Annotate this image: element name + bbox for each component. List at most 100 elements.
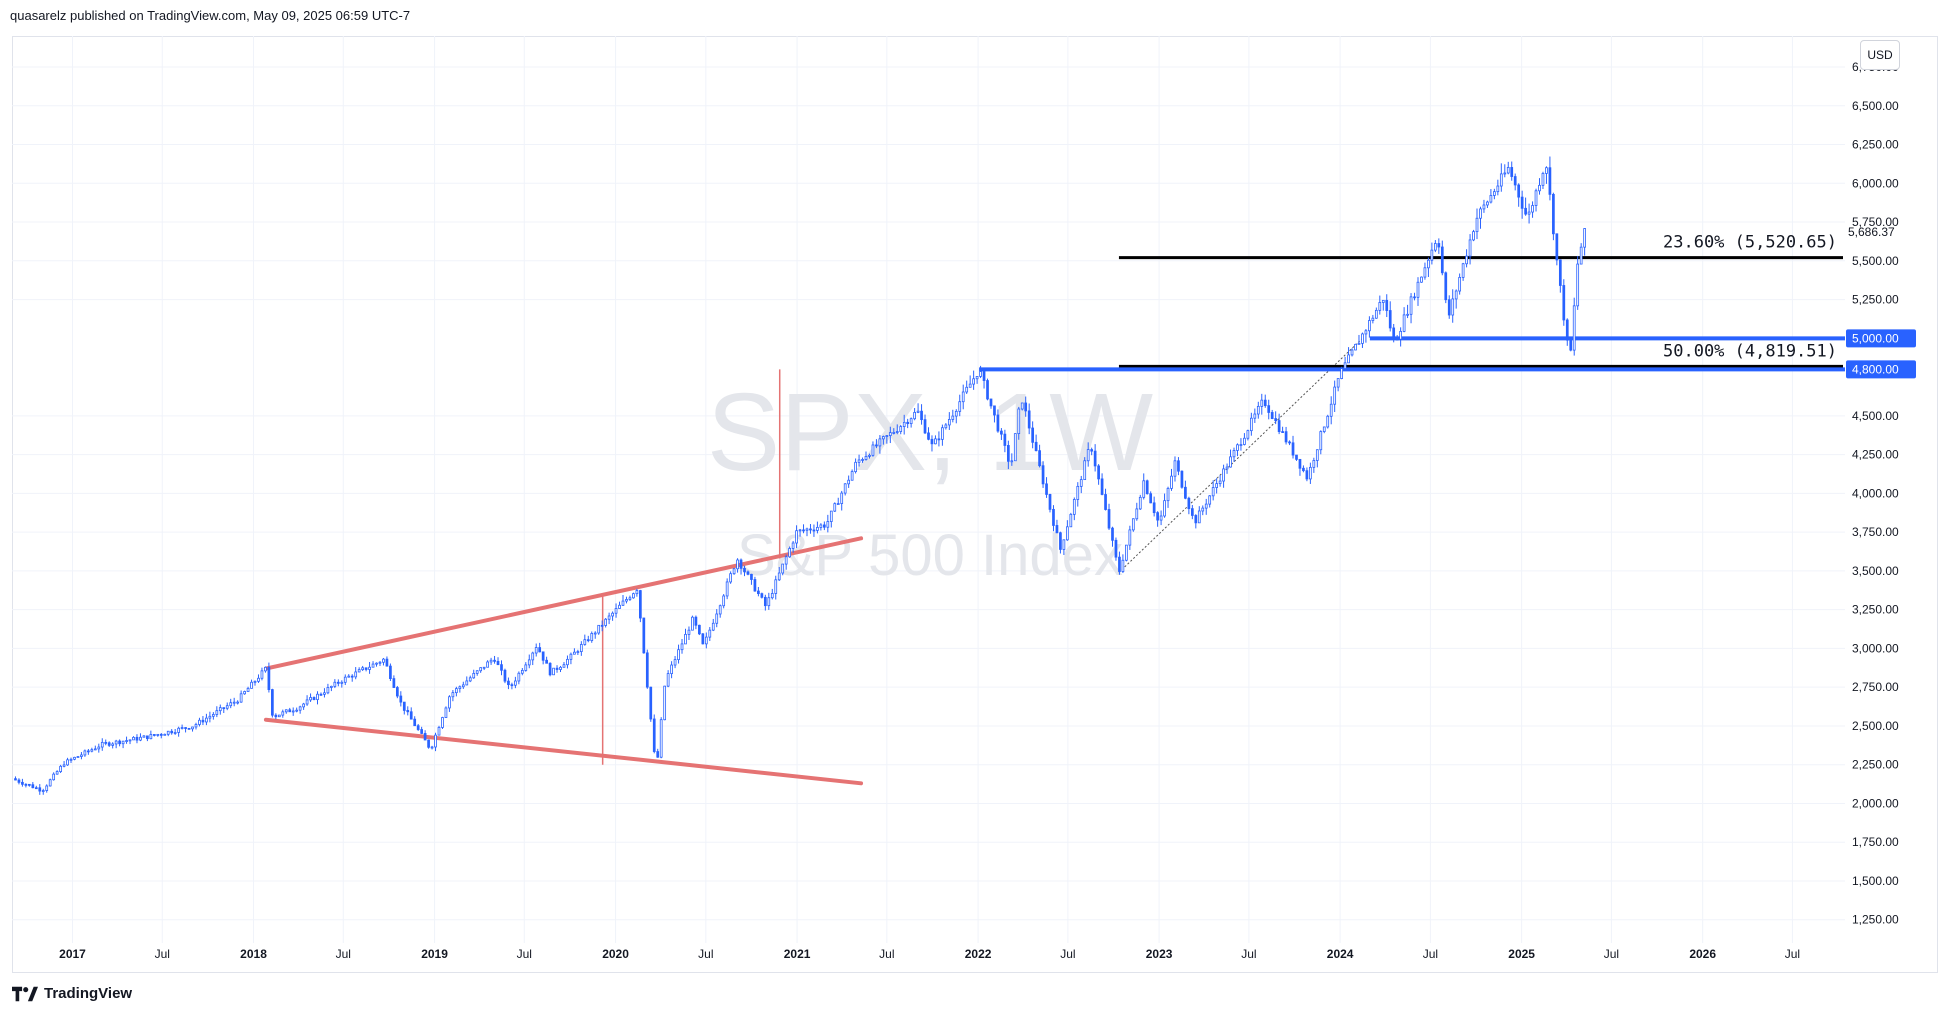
drawings[interactable] — [263, 256, 1845, 786]
candle-body — [1177, 460, 1180, 472]
candle-body — [1447, 299, 1451, 316]
price-tick-label: 2,500.00 — [1852, 719, 1899, 733]
candle-body — [725, 581, 729, 597]
candle-body — [253, 680, 257, 683]
candle-body — [125, 740, 128, 742]
time-tick-label: Jul — [879, 947, 894, 961]
candle-body — [1267, 405, 1271, 413]
candle-body — [736, 559, 739, 570]
price-tick-label: 1,250.00 — [1852, 913, 1899, 927]
overlays[interactable]: 23.60% (5,520.65) 50.00% (4,819.51) — [1663, 233, 1837, 362]
candle-body — [361, 667, 364, 671]
candle-body — [1024, 402, 1028, 412]
candle-body — [389, 665, 392, 679]
candle-body — [1465, 255, 1468, 265]
candle-body — [1222, 468, 1225, 482]
candle-body — [437, 727, 441, 736]
price-axis[interactable]: 1,250.00 1,500.00 1,750.00 2,000.00 2,250.00… — [1846, 60, 1916, 927]
candle-body — [350, 675, 354, 678]
candle-body — [100, 741, 104, 748]
candle-body — [1381, 299, 1385, 303]
candle-body — [465, 680, 469, 686]
candle-body — [1111, 527, 1114, 541]
candle-body — [673, 659, 677, 666]
price-tick-label: 6,250.00 — [1852, 138, 1899, 152]
candle-body — [482, 666, 486, 669]
candle-body — [1458, 276, 1462, 292]
candle-body — [448, 696, 451, 709]
candle-body — [489, 659, 493, 663]
candle-body — [62, 764, 66, 767]
time-axis[interactable]: 2017 Jul 2018 Jul 2019 Jul 2020 Jul 2021 Jul 2022 J… — [59, 947, 1800, 961]
candle-body — [854, 461, 857, 473]
price-level-badge[interactable] — [1846, 360, 1916, 379]
candle-body — [632, 593, 635, 599]
candle-body — [1444, 272, 1448, 301]
candle-body — [1350, 349, 1354, 356]
candle-body — [899, 426, 903, 432]
candle-body — [639, 590, 642, 619]
candle-body — [451, 692, 455, 698]
tradingview-brand[interactable]: TradingView — [12, 985, 132, 1002]
candle-body — [566, 658, 569, 666]
candle-body — [336, 681, 340, 684]
candle-body — [934, 438, 937, 445]
candle-body — [229, 702, 233, 707]
candle-body — [763, 596, 767, 607]
candle-body — [340, 681, 344, 684]
candle-body — [343, 676, 347, 683]
candle-body — [732, 568, 736, 575]
candle-body — [781, 563, 785, 574]
candle-body — [1246, 430, 1250, 439]
price-tick-label: 3,750.00 — [1852, 525, 1899, 539]
candle-body — [649, 686, 653, 720]
candle-body — [1041, 465, 1045, 485]
candle-body — [184, 727, 187, 729]
candle-body — [326, 687, 330, 694]
chart-area[interactable] — [12, 36, 1938, 973]
time-tick-label: 2018 — [240, 947, 267, 961]
candle-body — [677, 649, 680, 661]
candle-body — [173, 732, 177, 734]
candle-body — [1010, 460, 1014, 463]
candle-body — [1236, 444, 1239, 451]
candle-body — [458, 686, 462, 690]
candle-body — [1527, 211, 1531, 215]
currency-button[interactable]: USD — [1860, 40, 1900, 70]
candle-body — [1479, 208, 1482, 219]
candle-body — [1100, 478, 1104, 495]
candle-body — [1392, 327, 1396, 340]
candle-body — [1260, 399, 1264, 407]
candle-body — [548, 662, 552, 676]
candle-body — [1364, 330, 1368, 335]
candle-body — [847, 479, 851, 485]
price-level-badge[interactable] — [1846, 329, 1916, 348]
fib-trend-line[interactable] — [1118, 337, 1363, 573]
candle-body — [413, 718, 417, 727]
candle-body — [1076, 485, 1080, 500]
candle-body — [1072, 499, 1076, 515]
candle-body — [826, 521, 830, 528]
price-level-badge-label: 4,800.00 — [1852, 362, 1899, 376]
brand-name: TradingView — [44, 985, 133, 1002]
candle-body — [496, 660, 500, 666]
candle-body — [514, 680, 517, 686]
candle-body — [34, 787, 38, 790]
candle-body — [1170, 475, 1173, 489]
time-tick-label: Jul — [1060, 947, 1075, 961]
candle-body — [1503, 172, 1507, 175]
trendline[interactable] — [263, 536, 864, 671]
candle-body — [541, 651, 545, 661]
trendline[interactable] — [263, 717, 864, 786]
candle-body — [708, 629, 712, 638]
candle-body — [635, 590, 639, 595]
candle-body — [621, 600, 625, 606]
candle-body — [1020, 402, 1024, 410]
candle-body — [902, 421, 906, 427]
candle-body — [1208, 495, 1212, 505]
candle-body — [795, 530, 798, 544]
candle-body — [1541, 173, 1545, 186]
candle-body — [1256, 405, 1260, 415]
candle-body — [1368, 320, 1371, 332]
